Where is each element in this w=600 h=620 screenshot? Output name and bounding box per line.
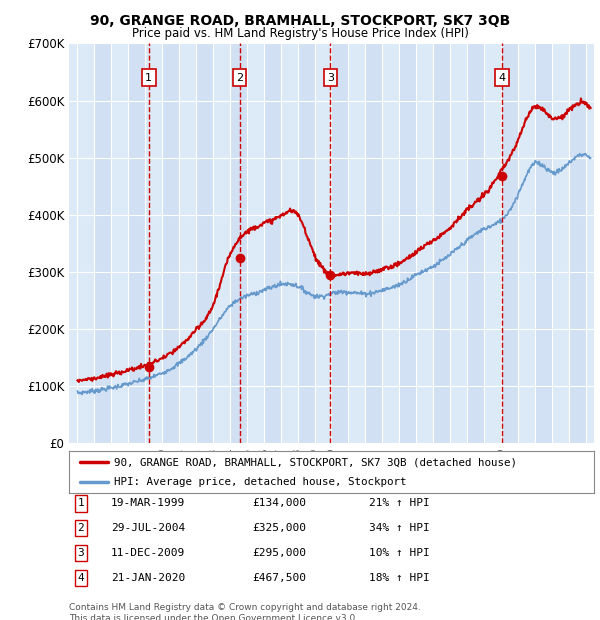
Text: 10% ↑ HPI: 10% ↑ HPI xyxy=(369,548,430,558)
Bar xyxy=(196,43,213,443)
Bar xyxy=(467,43,484,443)
Bar xyxy=(94,43,112,443)
Text: 21% ↑ HPI: 21% ↑ HPI xyxy=(369,498,430,508)
Bar xyxy=(331,43,349,443)
Text: 4: 4 xyxy=(498,73,505,82)
Text: 21-JAN-2020: 21-JAN-2020 xyxy=(111,573,185,583)
Text: £295,000: £295,000 xyxy=(252,548,306,558)
Text: 18% ↑ HPI: 18% ↑ HPI xyxy=(369,573,430,583)
Bar xyxy=(128,43,145,443)
Text: Contains HM Land Registry data © Crown copyright and database right 2024.
This d: Contains HM Land Registry data © Crown c… xyxy=(69,603,421,620)
Text: HPI: Average price, detached house, Stockport: HPI: Average price, detached house, Stoc… xyxy=(113,477,406,487)
Text: £467,500: £467,500 xyxy=(252,573,306,583)
Bar xyxy=(162,43,179,443)
Text: 29-JUL-2004: 29-JUL-2004 xyxy=(111,523,185,533)
Text: £325,000: £325,000 xyxy=(252,523,306,533)
Bar xyxy=(569,43,586,443)
Text: 90, GRANGE ROAD, BRAMHALL, STOCKPORT, SK7 3QB (detached house): 90, GRANGE ROAD, BRAMHALL, STOCKPORT, SK… xyxy=(113,457,517,467)
Text: 1: 1 xyxy=(145,73,152,82)
Text: 2: 2 xyxy=(236,73,243,82)
Bar xyxy=(298,43,314,443)
Bar xyxy=(399,43,416,443)
Text: 1: 1 xyxy=(77,498,85,508)
Text: 4: 4 xyxy=(77,573,85,583)
Text: 11-DEC-2009: 11-DEC-2009 xyxy=(111,548,185,558)
Text: 19-MAR-1999: 19-MAR-1999 xyxy=(111,498,185,508)
Text: 3: 3 xyxy=(327,73,334,82)
Bar xyxy=(365,43,382,443)
Bar xyxy=(501,43,518,443)
Bar xyxy=(264,43,281,443)
Text: 3: 3 xyxy=(77,548,85,558)
Bar xyxy=(535,43,551,443)
Bar xyxy=(230,43,247,443)
Text: Price paid vs. HM Land Registry's House Price Index (HPI): Price paid vs. HM Land Registry's House … xyxy=(131,27,469,40)
Text: 2: 2 xyxy=(77,523,85,533)
Text: 90, GRANGE ROAD, BRAMHALL, STOCKPORT, SK7 3QB: 90, GRANGE ROAD, BRAMHALL, STOCKPORT, SK… xyxy=(90,14,510,28)
Text: 34% ↑ HPI: 34% ↑ HPI xyxy=(369,523,430,533)
Bar xyxy=(433,43,450,443)
Text: £134,000: £134,000 xyxy=(252,498,306,508)
